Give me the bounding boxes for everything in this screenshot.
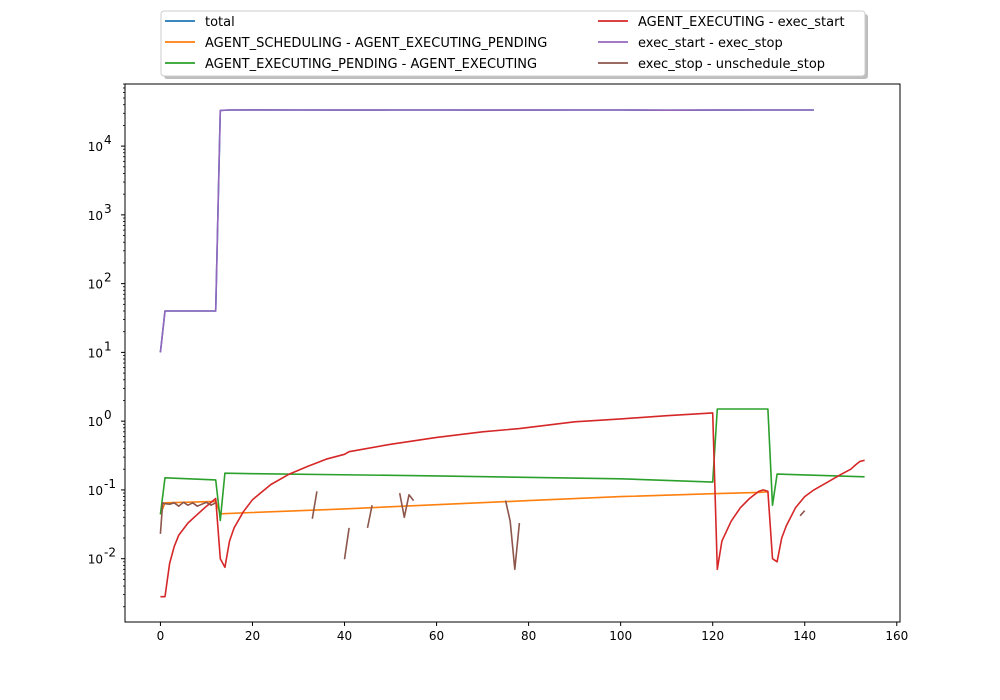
series-segment-exec-stop-unschedule-stop-4 xyxy=(504,500,521,571)
x-tick-label: 0 xyxy=(157,629,165,643)
series-segment-exec-stop-unschedule-stop-2 xyxy=(366,505,373,529)
x-tick-label: 60 xyxy=(429,629,444,643)
y-tick-label: 10 xyxy=(88,278,103,292)
series-group xyxy=(159,109,865,598)
y-tick-label: 10 xyxy=(88,346,103,360)
y-tick-label: 10 xyxy=(88,415,103,429)
legend-label-total: total xyxy=(205,15,235,30)
y-tick-label: 10 xyxy=(88,484,103,498)
series-line-exec-start-exec-stop xyxy=(159,109,814,353)
y-tick-label: 10 xyxy=(88,553,103,567)
series-segment-exec-stop-unschedule-stop-1 xyxy=(343,527,350,560)
x-tick-label: 120 xyxy=(701,629,724,643)
legend-label-exec-stop-unschedule-stop: exec_stop - unschedule_stop xyxy=(638,57,825,72)
series-segment-exec-stop-unschedule-stop-0 xyxy=(311,491,318,519)
x-tick-label: 40 xyxy=(337,629,352,643)
series-segment-exec-stop-unschedule-stop-5 xyxy=(799,510,806,517)
y-tick-exponent: -1 xyxy=(104,477,116,491)
y-tick-exponent: 1 xyxy=(104,339,112,353)
series-line-exec-stop-unschedule-stop xyxy=(159,501,217,534)
series-line-agent-executing-pending-agent-executing xyxy=(159,408,865,522)
y-tick-exponent: 3 xyxy=(104,202,112,216)
legend-label-agent-executing-exec-start: AGENT_EXECUTING - exec_start xyxy=(638,15,845,30)
y-tick-exponent: 2 xyxy=(104,271,112,285)
x-tick-label: 80 xyxy=(521,629,536,643)
legend-box xyxy=(160,10,866,77)
series-line-total xyxy=(159,109,814,353)
series-segment-exec-stop-unschedule-stop-3 xyxy=(398,492,415,519)
axes-frame xyxy=(124,83,901,623)
legend-label-agent-executing-pending-agent-executing: AGENT_EXECUTING_PENDING - AGENT_EXECUTIN… xyxy=(205,57,537,72)
y-tick-exponent: 0 xyxy=(104,408,112,422)
x-tick-label: 20 xyxy=(245,629,260,643)
series-line-agent-scheduling-agent-executing-pending xyxy=(159,491,768,515)
y-tick-exponent: 4 xyxy=(104,133,112,147)
y-tick-exponent: -2 xyxy=(104,546,116,560)
y-tick-label: 10 xyxy=(88,140,103,154)
series-line-agent-executing-exec-start xyxy=(160,412,865,598)
plot-area xyxy=(159,109,865,598)
legend-label-exec-start-exec-stop: exec_start - exec_stop xyxy=(638,36,783,51)
legend-label-agent-scheduling-agent-executing-pending: AGENT_SCHEDULING - AGENT_EXECUTING_PENDI… xyxy=(205,36,547,51)
x-tick-label: 160 xyxy=(885,629,908,643)
x-tick-label: 100 xyxy=(609,629,632,643)
legend: total AGENT_SCHEDULING - AGENT_EXECUTING_… xyxy=(160,10,868,79)
y-tick-label: 10 xyxy=(88,209,103,223)
x-tick-label: 140 xyxy=(793,629,816,643)
